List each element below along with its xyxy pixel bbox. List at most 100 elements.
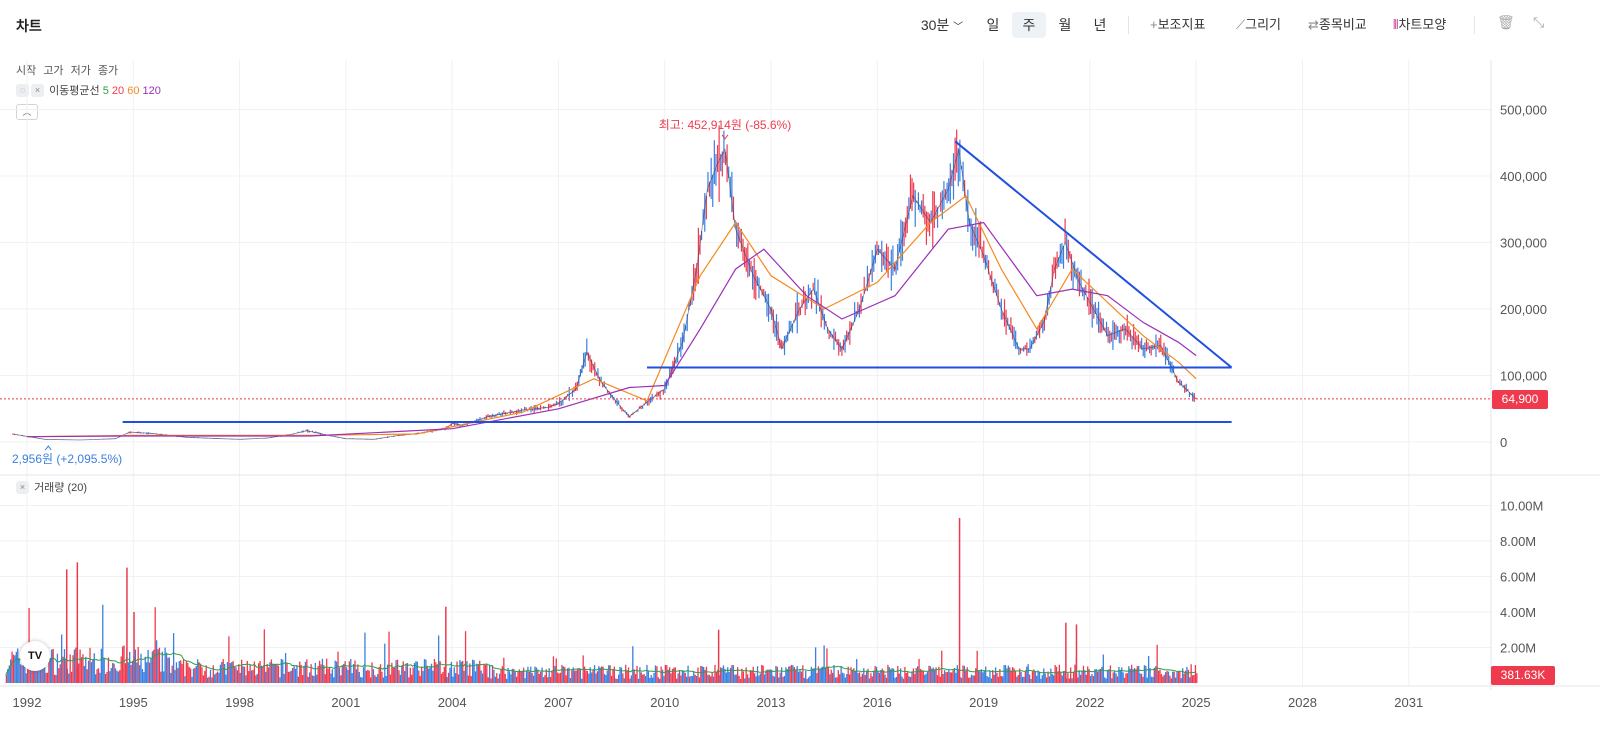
volume-bar xyxy=(25,673,27,683)
volume-bar xyxy=(326,658,328,683)
volume-bar xyxy=(899,668,902,683)
chart-style-button[interactable]: ⫴차트모양 xyxy=(1393,12,1446,38)
volume-bar xyxy=(107,657,110,683)
volume-bar xyxy=(1050,668,1052,683)
volume-bar xyxy=(99,672,101,683)
volume-bar xyxy=(324,674,326,683)
volume-bar xyxy=(51,649,53,683)
volume-bar xyxy=(668,667,671,683)
volume-bar xyxy=(677,673,679,683)
volume-bar xyxy=(52,648,54,683)
volume-bar xyxy=(1077,677,1079,683)
volume-bar xyxy=(365,670,368,683)
volume-bar xyxy=(1113,671,1116,683)
close-icon[interactable]: × xyxy=(16,481,29,494)
volume-bar xyxy=(53,674,56,683)
volume-bar xyxy=(208,676,210,683)
period-week[interactable]: 주 xyxy=(1012,12,1046,38)
volume-bar xyxy=(874,665,876,683)
volume-bar xyxy=(494,676,496,683)
volume-bar xyxy=(299,661,301,683)
volume-bar xyxy=(766,669,769,683)
volume-bar xyxy=(479,660,481,683)
volume-bar xyxy=(901,676,903,683)
volume-bar xyxy=(765,670,767,683)
volume-bar xyxy=(225,674,227,683)
volume-bar xyxy=(1026,666,1028,683)
volume-bar xyxy=(440,673,443,683)
volume-bar xyxy=(1174,677,1177,683)
volume-peak-bar xyxy=(126,567,128,683)
period-month[interactable]: 월 xyxy=(1058,17,1072,33)
volume-ma-line xyxy=(5,652,1197,676)
volume-bar xyxy=(897,665,899,683)
volume-bar xyxy=(979,671,981,683)
volume-bar xyxy=(170,672,172,683)
volume-bar xyxy=(95,674,97,683)
volume-bar xyxy=(557,672,559,683)
interval-dropdown[interactable]: 30분 ﹀ xyxy=(918,12,966,38)
volume-bar xyxy=(776,666,778,683)
volume-bar xyxy=(1132,669,1134,683)
volume-bar xyxy=(248,671,250,683)
volume-bar xyxy=(914,673,916,683)
volume-bar xyxy=(493,669,495,683)
volume-bar xyxy=(205,665,207,683)
volume-bar xyxy=(466,661,468,683)
volume-bar xyxy=(994,667,997,683)
volume-bar xyxy=(623,678,625,683)
volume-bar xyxy=(890,669,892,683)
period-year[interactable]: 년 xyxy=(1093,17,1107,33)
volume-bar xyxy=(163,671,165,683)
volume-bar xyxy=(459,660,461,683)
volume-bar xyxy=(656,666,658,683)
volume-bar xyxy=(562,666,565,683)
volume-bar xyxy=(21,665,23,683)
volume-bar xyxy=(632,646,634,683)
volume-bar xyxy=(462,660,464,683)
compare-button[interactable]: ⇄종목비교 xyxy=(1308,12,1367,38)
volume-bar xyxy=(38,660,40,683)
volume-bar xyxy=(705,666,708,683)
volume-bar xyxy=(1187,669,1189,683)
volume-bar xyxy=(1129,668,1131,683)
volume-bar xyxy=(822,666,824,683)
volume-label: 거래량 (20) xyxy=(34,482,88,494)
volume-bar xyxy=(789,666,791,683)
volume-bar xyxy=(911,671,913,683)
volume-bar xyxy=(674,667,676,683)
volume-bar xyxy=(653,672,655,683)
period-day[interactable]: 일 xyxy=(986,17,1000,33)
volume-bar xyxy=(80,657,83,683)
volume-bar xyxy=(1184,670,1187,683)
volume-bar xyxy=(989,670,991,683)
trash-icon[interactable]: 🗑 xyxy=(1497,14,1515,30)
indicator-button[interactable]: +보조지표 xyxy=(1150,12,1205,38)
draw-button[interactable]: ⟋그리기 xyxy=(1236,12,1281,38)
volume-bar xyxy=(864,675,866,683)
eye-off-icon[interactable]: ◌ xyxy=(16,84,29,97)
volume-bar xyxy=(741,668,743,683)
x-tick-label: 2004 xyxy=(438,695,467,710)
volume-bar xyxy=(335,661,338,683)
volume-bar xyxy=(1166,670,1168,683)
volume-bar xyxy=(1152,676,1154,683)
volume-bar xyxy=(275,664,277,683)
volume-bar xyxy=(564,667,566,683)
volume-bar xyxy=(840,665,842,683)
volume-bar xyxy=(844,677,847,683)
volume-bar xyxy=(148,662,151,683)
close-line xyxy=(12,148,1197,441)
volume-bar xyxy=(120,656,122,683)
volume-bar xyxy=(301,674,304,683)
volume-bar xyxy=(201,667,203,683)
volume-bar xyxy=(317,665,319,683)
volume-bar xyxy=(96,669,98,683)
collapse-icon[interactable]: ⤡ xyxy=(1533,14,1545,30)
volume-bar xyxy=(266,663,268,683)
volume-bar xyxy=(449,667,451,683)
volume-bar xyxy=(928,665,930,683)
volume-bar xyxy=(863,668,865,683)
close-icon[interactable]: × xyxy=(31,84,44,97)
